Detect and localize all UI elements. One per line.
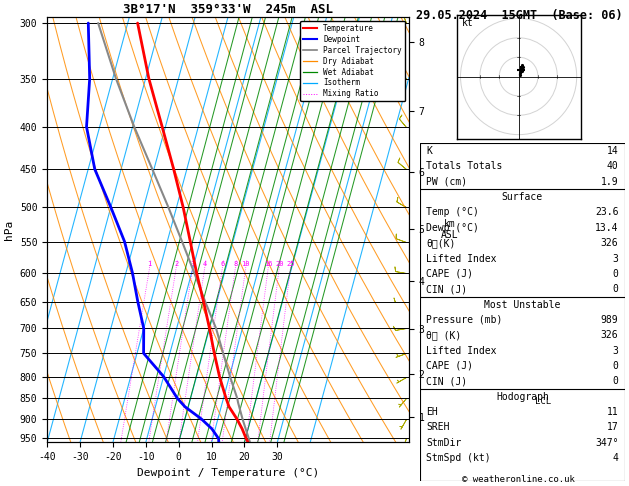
X-axis label: Dewpoint / Temperature (°C): Dewpoint / Temperature (°C) (137, 468, 319, 478)
Text: StmSpd (kt): StmSpd (kt) (426, 453, 491, 463)
Text: Lifted Index: Lifted Index (426, 346, 497, 356)
Text: © weatheronline.co.uk: © weatheronline.co.uk (462, 474, 576, 484)
Text: 16: 16 (264, 261, 272, 267)
Text: kt: kt (462, 18, 474, 28)
Text: 3: 3 (191, 261, 195, 267)
Text: 3: 3 (613, 346, 618, 356)
Text: K: K (426, 146, 432, 156)
Text: 0: 0 (613, 269, 618, 279)
Legend: Temperature, Dewpoint, Parcel Trajectory, Dry Adiabat, Wet Adiabat, Isotherm, Mi: Temperature, Dewpoint, Parcel Trajectory… (301, 21, 405, 102)
Title: 3B°17'N  359°33'W  245m  ASL: 3B°17'N 359°33'W 245m ASL (123, 3, 333, 16)
Text: 6: 6 (220, 261, 225, 267)
Text: Surface: Surface (502, 192, 543, 202)
Text: Lifted Index: Lifted Index (426, 254, 497, 263)
Text: Totals Totals: Totals Totals (426, 161, 503, 172)
Y-axis label: hPa: hPa (4, 220, 14, 240)
Text: 14: 14 (607, 146, 618, 156)
Text: θᴄ (K): θᴄ (K) (426, 330, 462, 340)
Text: Dewp (°C): Dewp (°C) (426, 223, 479, 233)
Text: CIN (J): CIN (J) (426, 376, 467, 386)
Text: 4: 4 (613, 453, 618, 463)
Text: 13.4: 13.4 (595, 223, 618, 233)
Text: 40: 40 (607, 161, 618, 172)
Text: 0: 0 (613, 361, 618, 371)
Text: 326: 326 (601, 238, 618, 248)
Text: 10: 10 (242, 261, 250, 267)
Text: 347°: 347° (595, 438, 618, 448)
Text: SREH: SREH (426, 422, 450, 433)
Text: 989: 989 (601, 315, 618, 325)
Text: 0: 0 (613, 284, 618, 294)
Text: PW (cm): PW (cm) (426, 177, 467, 187)
Text: CAPE (J): CAPE (J) (426, 361, 473, 371)
Text: 29.05.2024  15GMT  (Base: 06): 29.05.2024 15GMT (Base: 06) (416, 9, 622, 22)
Text: 17: 17 (607, 422, 618, 433)
Text: CIN (J): CIN (J) (426, 284, 467, 294)
Text: 20: 20 (275, 261, 284, 267)
Text: Most Unstable: Most Unstable (484, 299, 560, 310)
Text: CAPE (J): CAPE (J) (426, 269, 473, 279)
Text: 8: 8 (233, 261, 238, 267)
Text: Pressure (mb): Pressure (mb) (426, 315, 503, 325)
Text: 2: 2 (174, 261, 179, 267)
Text: 11: 11 (607, 407, 618, 417)
Text: Temp (°C): Temp (°C) (426, 208, 479, 217)
Text: 23.6: 23.6 (595, 208, 618, 217)
Text: EH: EH (426, 407, 438, 417)
Text: 25: 25 (286, 261, 295, 267)
Text: StmDir: StmDir (426, 438, 462, 448)
Text: θᴄ(K): θᴄ(K) (426, 238, 455, 248)
Text: 1.9: 1.9 (601, 177, 618, 187)
Text: 326: 326 (601, 330, 618, 340)
Text: 3: 3 (613, 254, 618, 263)
Text: 0: 0 (613, 376, 618, 386)
Text: 1: 1 (148, 261, 152, 267)
Text: LCL: LCL (535, 397, 552, 406)
Y-axis label: km
ASL: km ASL (441, 219, 459, 241)
Text: 4: 4 (203, 261, 207, 267)
Text: Hodograph: Hodograph (496, 392, 549, 402)
